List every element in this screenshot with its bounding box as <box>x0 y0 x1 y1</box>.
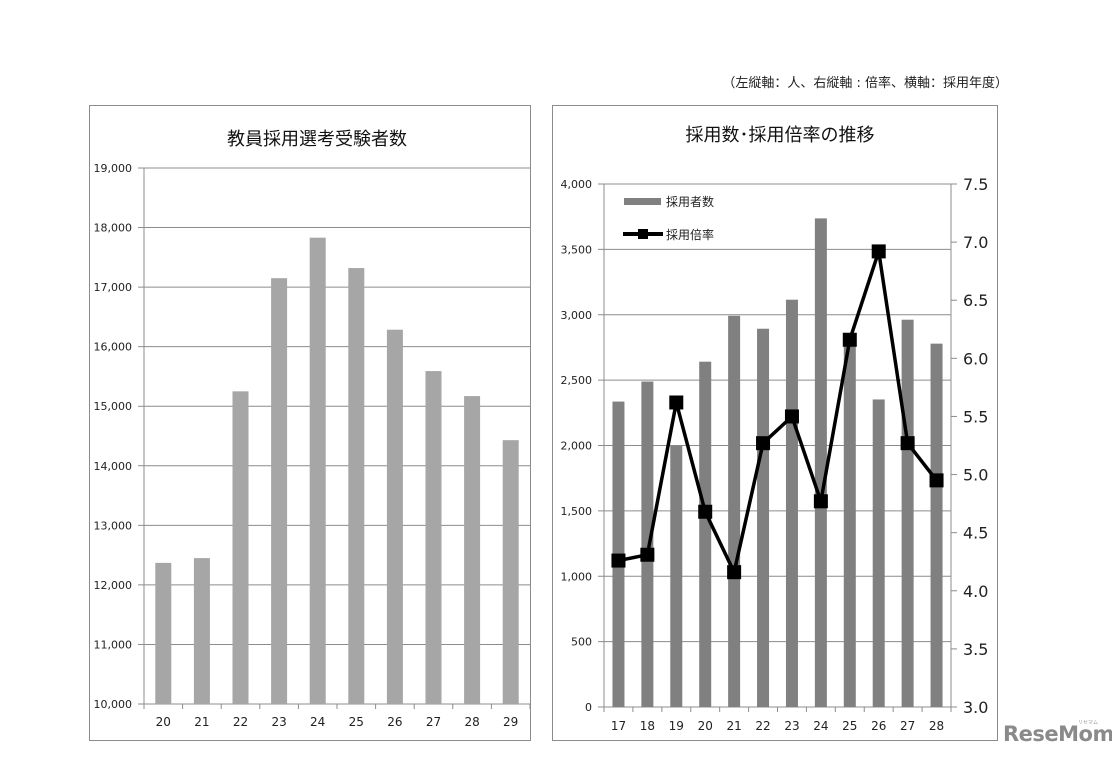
x-tick-label: 29 <box>503 715 518 729</box>
y-right-tick-label: 6.5 <box>963 291 988 310</box>
x-tick-label: 25 <box>842 719 857 733</box>
x-tick-label: 28 <box>464 715 479 729</box>
bar <box>699 361 712 707</box>
x-tick-label: 22 <box>755 719 770 733</box>
y-left-tick-label: 1,500 <box>561 505 593 518</box>
bar <box>785 299 798 707</box>
y-left-tick-label: 3,000 <box>561 309 593 322</box>
bar <box>155 562 172 704</box>
y-right-tick-label: 3.0 <box>963 698 988 717</box>
rate-marker <box>756 436 771 451</box>
bar <box>930 343 943 707</box>
y-tick-label: 13,000 <box>94 519 133 532</box>
bar <box>843 340 856 707</box>
y-left-tick-label: 1,000 <box>561 570 593 583</box>
rate-marker <box>640 547 655 562</box>
x-tick-label: 25 <box>349 715 364 729</box>
rate-marker <box>669 395 684 410</box>
y-tick-label: 12,000 <box>94 579 133 592</box>
legend-bar-swatch <box>624 198 661 205</box>
x-tick-label: 18 <box>640 719 655 733</box>
bar <box>348 268 365 704</box>
resemom-logo-kana: リセマム <box>1078 720 1099 726</box>
y-tick-label: 14,000 <box>94 460 133 473</box>
rate-marker <box>698 504 713 519</box>
rate-marker <box>727 565 742 580</box>
y-tick-label: 11,000 <box>94 638 133 651</box>
y-left-tick-label: 0 <box>585 701 592 714</box>
x-tick-label: 20 <box>698 719 713 733</box>
rate-marker <box>813 494 828 509</box>
y-left-tick-label: 3,500 <box>561 243 593 256</box>
chart-panel-applicants: 教員採用選考受験者数 10,000 11,000 12,000 13,000 14,000… <box>89 105 531 741</box>
y-right-tick-label: 4.5 <box>963 524 988 543</box>
legend-line-label: 採用倍率 <box>666 227 714 242</box>
y-tick-label: 17,000 <box>94 281 133 294</box>
bar <box>757 328 770 707</box>
y-left-tick-label: 2,000 <box>561 440 593 453</box>
chart-title: 採用数･採用倍率の推移 <box>686 125 875 146</box>
bar <box>232 391 249 704</box>
rate-line <box>618 250 938 578</box>
bar <box>464 396 481 704</box>
bar <box>271 278 288 704</box>
y-tick-label: 15,000 <box>94 400 133 413</box>
x-tick-label: 21 <box>194 715 209 729</box>
y-right-tick-label: 3.5 <box>963 640 988 659</box>
y-tick-label: 10,000 <box>94 698 133 711</box>
x-tick-label: 20 <box>156 715 171 729</box>
bar <box>386 329 403 704</box>
y-left-tick-label: 500 <box>571 636 592 649</box>
y-right-tick-label: 4.0 <box>963 582 988 601</box>
bar <box>309 237 326 704</box>
y-tick-label: 16,000 <box>94 341 133 354</box>
axis-unit-note: （左縦軸：人、右縦軸 : 倍率、横軸：採用年度） <box>722 76 1008 91</box>
y-left-tick-label: 2,500 <box>561 374 593 387</box>
bar <box>901 319 914 707</box>
bar <box>425 371 442 704</box>
x-tick-label: 26 <box>871 719 886 733</box>
x-tick-label: 23 <box>784 719 799 733</box>
x-tick-label: 17 <box>611 719 626 733</box>
y-right-tick-label: 5.0 <box>963 466 988 485</box>
y-left-tick-label: 4,000 <box>561 178 593 191</box>
hiring-combo-chart: 採用数･採用倍率の推移 0 500 1,000 1,500 2,000 2,500 3,000… <box>561 125 989 733</box>
bar <box>193 558 210 704</box>
x-tick-label: 24 <box>310 715 325 729</box>
rate-marker <box>900 436 915 451</box>
y-right-tick-label: 5.5 <box>963 407 988 426</box>
rate-marker <box>784 409 799 424</box>
bar <box>814 218 827 707</box>
x-tick-label: 23 <box>271 715 286 729</box>
y-tick-label: 18,000 <box>94 222 133 235</box>
bar <box>502 440 519 704</box>
x-tick-label: 22 <box>233 715 248 729</box>
bar <box>728 315 741 707</box>
y-tick-label: 19,000 <box>94 162 133 175</box>
rate-marker <box>871 244 886 259</box>
rate-marker <box>842 332 857 347</box>
y-right-tick-label: 7.5 <box>963 175 988 194</box>
chart-panel-hiring-trend: 採用数･採用倍率の推移 0 500 1,000 1,500 2,000 2,500 3,000… <box>552 105 998 741</box>
rate-marker <box>611 553 626 568</box>
y-right-tick-label: 7.0 <box>963 233 988 252</box>
x-tick-label: 26 <box>387 715 402 729</box>
legend-bar-label: 採用者数 <box>666 194 714 209</box>
x-tick-label: 24 <box>813 719 828 733</box>
x-tick-label: 21 <box>726 719 741 733</box>
x-tick-label: 27 <box>900 719 915 733</box>
resemom-logo: ReseMom <box>1003 722 1112 746</box>
x-tick-label: 19 <box>669 719 684 733</box>
legend-line-marker <box>638 229 648 239</box>
rate-marker <box>929 473 944 488</box>
x-tick-label: 28 <box>929 719 944 733</box>
bar <box>641 381 654 707</box>
chart-title: 教員採用選考受験者数 <box>227 129 407 150</box>
y-right-tick-label: 6.0 <box>963 349 988 368</box>
applicants-bar-chart: 教員採用選考受験者数 10,000 11,000 12,000 13,000 14,000… <box>94 129 531 729</box>
x-tick-label: 27 <box>426 715 441 729</box>
bar <box>872 399 885 707</box>
bar <box>670 445 683 707</box>
